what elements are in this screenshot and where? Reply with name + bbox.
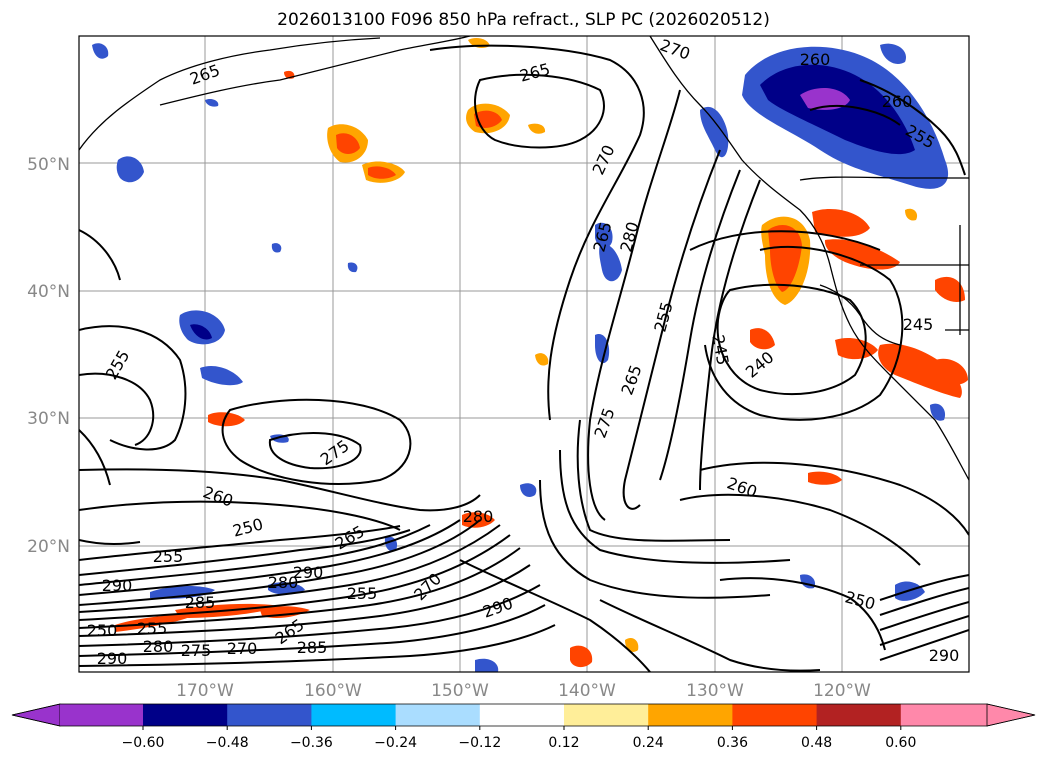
colorbar-segment bbox=[395, 704, 481, 726]
colorbar-tick-label: −0.60 bbox=[122, 735, 165, 751]
colorbar-outline bbox=[11, 703, 1036, 727]
lon-label: 140°W bbox=[558, 681, 616, 701]
lat-label: 30°N bbox=[27, 409, 70, 429]
contour-label: 290 bbox=[102, 576, 133, 595]
contour-label: 280 bbox=[463, 507, 494, 526]
lat-label: 50°N bbox=[27, 155, 70, 175]
contour-label: 285 bbox=[297, 638, 328, 657]
colorbar: −0.60 −0.48 −0.36 −0.24 −0.12 0.12 0.24 0.36 0.4… bbox=[11, 703, 1036, 751]
map-frame bbox=[78, 35, 970, 673]
colorbar-segment bbox=[816, 704, 902, 726]
contour-label: 290 bbox=[929, 646, 960, 665]
colorbar-segment bbox=[648, 704, 733, 726]
colorbar-segment bbox=[564, 704, 649, 726]
slp-contours bbox=[79, 44, 969, 672]
contour-label: 285 bbox=[185, 593, 216, 612]
colorbar-segment bbox=[900, 704, 987, 726]
colorbar-extend-low bbox=[11, 703, 61, 727]
lon-label: 130°W bbox=[686, 681, 744, 701]
contour-label: 280 bbox=[143, 637, 174, 656]
coastlines bbox=[79, 36, 969, 481]
contour-label: 255 bbox=[137, 619, 168, 638]
colorbar-segment bbox=[60, 704, 143, 726]
lon-label: 160°W bbox=[304, 681, 362, 701]
contour-label: 275 bbox=[181, 641, 212, 660]
contour-label: 245 bbox=[903, 315, 934, 334]
contour-label: 260 bbox=[882, 92, 913, 111]
colorbar-segment bbox=[143, 704, 228, 726]
contour-label: 260 bbox=[800, 50, 831, 69]
contour-label: 250 bbox=[87, 621, 118, 640]
colorbar-tick-label: 0.12 bbox=[548, 735, 579, 751]
contour-label: 255 bbox=[347, 584, 378, 603]
map-title: 2026013100 F096 850 hPa refract., SLP PC… bbox=[277, 10, 770, 30]
colorbar-tick-label: −0.12 bbox=[458, 735, 501, 751]
colorbar-segment bbox=[311, 704, 397, 726]
colorbar-segment bbox=[479, 704, 565, 726]
lat-label: 40°N bbox=[27, 282, 70, 302]
colorbar-tick-label: −0.36 bbox=[290, 735, 333, 751]
lon-label: 170°W bbox=[176, 681, 234, 701]
contour-label: 290 bbox=[97, 649, 128, 668]
contour-label: 270 bbox=[227, 639, 258, 658]
colorbar-tick-label: 0.36 bbox=[717, 735, 748, 751]
colorbar-segment bbox=[732, 704, 818, 726]
colorbar-tick-label: −0.48 bbox=[206, 735, 249, 751]
colorbar-extend-high bbox=[986, 703, 1036, 727]
contour-label: 290 bbox=[293, 563, 324, 582]
colorbar-segment bbox=[227, 704, 312, 726]
contour-label: 255 bbox=[153, 547, 184, 566]
lon-label: 120°W bbox=[813, 681, 871, 701]
colorbar-tick-label: −0.24 bbox=[374, 735, 417, 751]
colorbar-tick-label: 0.48 bbox=[801, 735, 832, 751]
lon-label: 150°W bbox=[431, 681, 489, 701]
colorbar-tick-label: 0.60 bbox=[885, 735, 916, 751]
lat-label: 20°N bbox=[27, 537, 70, 557]
contour-label: 280 bbox=[268, 573, 299, 592]
latitude-axis: 50°N 40°N 30°N 20°N bbox=[27, 155, 70, 557]
colorbar-tick-label: 0.24 bbox=[633, 735, 664, 751]
longitude-axis: 170°W 160°W 150°W 140°W 130°W 120°W bbox=[176, 681, 871, 701]
